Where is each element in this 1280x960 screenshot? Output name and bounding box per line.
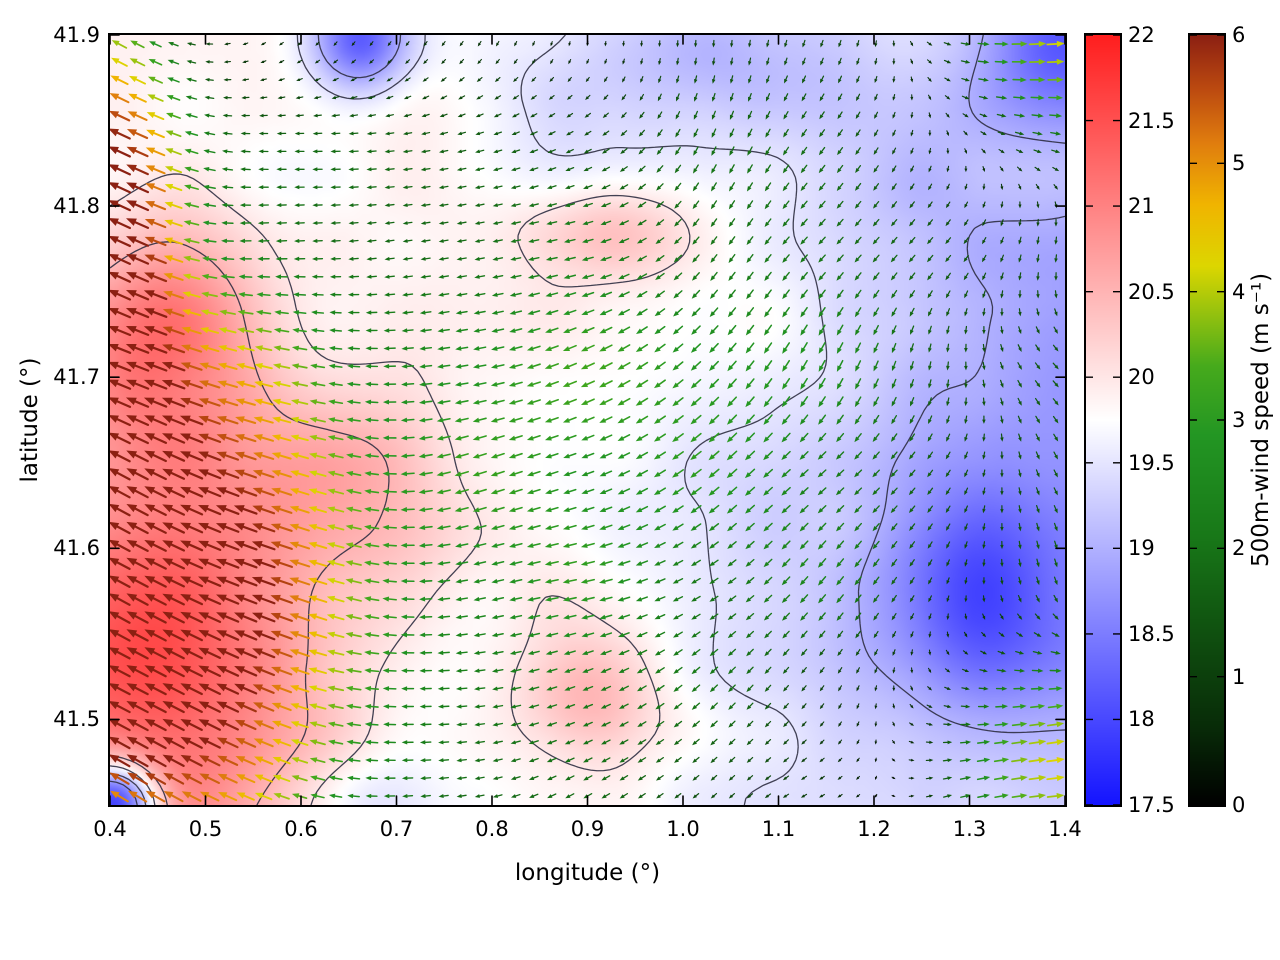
x-tick-label: 1.4 bbox=[1048, 817, 1082, 841]
y-tick-label: 41.9 bbox=[53, 23, 100, 47]
colorbar-tick-label: 1 bbox=[1232, 664, 1246, 689]
colorbar-tick-label: 21.5 bbox=[1128, 108, 1175, 133]
colorbar-tick-label: 17.5 bbox=[1128, 793, 1175, 817]
colorbar-tick-label: 0 bbox=[1232, 793, 1246, 817]
x-tick-label: 1.1 bbox=[761, 817, 796, 841]
colorbar-tick-label: 19 bbox=[1128, 536, 1155, 561]
x-tick-label: 0.7 bbox=[379, 817, 414, 841]
plot-area bbox=[110, 35, 1065, 805]
x-tick-label: 0.6 bbox=[284, 817, 318, 841]
background-colorbar-gradient bbox=[1086, 35, 1120, 805]
x-axis-label: longitude (°) bbox=[514, 860, 661, 886]
wind-speed-colorbar bbox=[1190, 35, 1224, 805]
x-tick-label: 0.8 bbox=[475, 817, 509, 841]
colorbar-tick-label: 19.5 bbox=[1128, 450, 1175, 475]
background-colorbar bbox=[1086, 35, 1120, 805]
colorbar-tick-label: 2 bbox=[1232, 536, 1246, 561]
colorbar-tick-label: 4 bbox=[1232, 279, 1246, 304]
y-tick-label: 41.8 bbox=[53, 194, 100, 219]
colorbar-tick-label: 3 bbox=[1232, 408, 1246, 432]
y-tick-label: 41.6 bbox=[53, 536, 100, 561]
x-tick-label: 1.2 bbox=[857, 817, 891, 841]
wind-field-map-canvas bbox=[110, 35, 1065, 805]
y-tick-label: 41.7 bbox=[53, 365, 100, 390]
x-tick-label: 0.9 bbox=[570, 817, 605, 841]
x-tick-label: 0.5 bbox=[188, 817, 223, 841]
colorbar-tick-label: 18 bbox=[1128, 707, 1155, 732]
colorbar-tick-label: 20 bbox=[1128, 365, 1155, 390]
colorbar-tick-label: 18.5 bbox=[1128, 621, 1175, 646]
colorbar-tick-label: 21 bbox=[1128, 194, 1155, 219]
y-tick-label: 41.5 bbox=[53, 707, 100, 732]
colorbar-tick-label: 6 bbox=[1232, 23, 1246, 47]
x-tick-label: 1.3 bbox=[952, 817, 987, 841]
wind-speed-colorbar-gradient bbox=[1190, 35, 1224, 805]
colorbar-tick-label: 22 bbox=[1128, 23, 1155, 47]
colorbar-tick-label: 20.5 bbox=[1128, 279, 1175, 304]
colorbar-tick-label: 5 bbox=[1232, 151, 1246, 176]
x-tick-label: 0.4 bbox=[93, 817, 127, 841]
x-tick-label: 1.0 bbox=[666, 817, 700, 841]
wind-speed-colorbar-label: 500m-wind speed (m s⁻¹) bbox=[1248, 272, 1274, 568]
y-axis-label: latitude (°) bbox=[17, 357, 43, 483]
